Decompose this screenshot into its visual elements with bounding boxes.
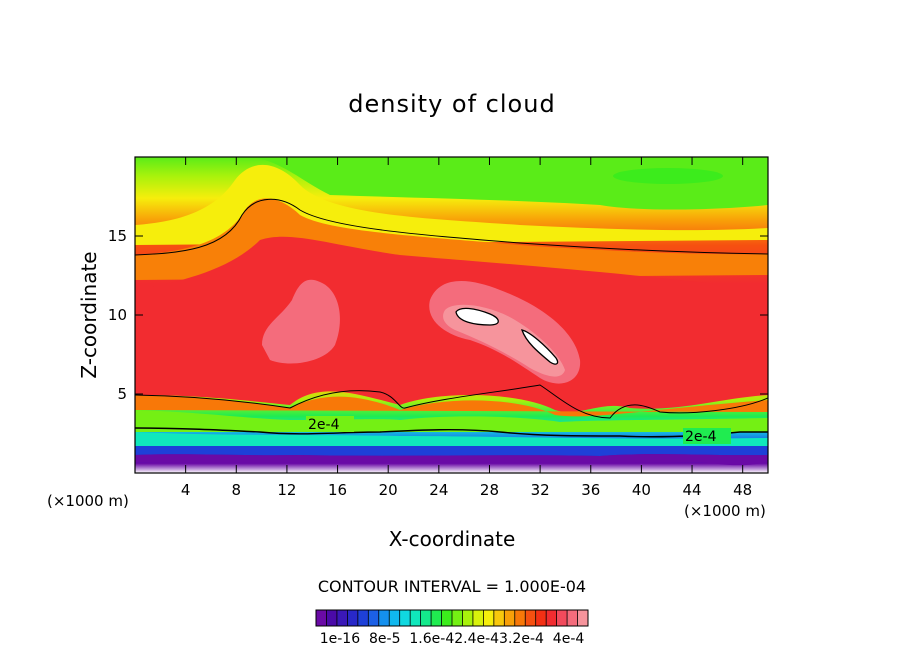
x-tick-label: 44 bbox=[682, 481, 701, 499]
contour-label-background-left bbox=[306, 416, 354, 432]
cyan-band bbox=[135, 432, 768, 446]
x-unit-right: (×1000 m) bbox=[684, 502, 766, 520]
lower-orange-band bbox=[135, 395, 768, 417]
x-tick-label: 16 bbox=[328, 481, 347, 499]
lower-green-band bbox=[135, 410, 768, 432]
colorbar-swatch bbox=[462, 610, 474, 626]
x-tick-label: 48 bbox=[733, 481, 752, 499]
y-axis-label: Z-coordinate bbox=[77, 251, 101, 378]
contour-line-upper bbox=[135, 198, 768, 256]
colorbar-swatch bbox=[546, 610, 558, 626]
colorbar-swatch bbox=[525, 610, 537, 626]
colorbar-swatch bbox=[347, 610, 359, 626]
colorbar-swatch bbox=[326, 610, 338, 626]
contour-label-background-right bbox=[683, 428, 731, 444]
colorbar-swatch bbox=[399, 610, 411, 626]
x-tick-label: 32 bbox=[531, 481, 550, 499]
contour-labels: 2e-4 2e-4 bbox=[306, 416, 731, 445]
colorbar-frame bbox=[315, 609, 589, 627]
colorbar-swatch bbox=[567, 610, 578, 626]
colorbar-swatch bbox=[420, 610, 432, 626]
colorbar-swatch bbox=[389, 610, 401, 626]
colorbar-swatch bbox=[535, 610, 547, 626]
colorbar-labels: 1e-16 8e-5 1.6e-42.4e-43.2e-4 4e-4 bbox=[320, 631, 585, 647]
colorbar-swatch bbox=[493, 610, 505, 626]
colorbar-swatch bbox=[472, 610, 484, 626]
x-tick-label: 36 bbox=[581, 481, 600, 499]
colorbar-swatch bbox=[336, 610, 348, 626]
colorbar-swatch bbox=[504, 610, 516, 626]
blue-band bbox=[135, 446, 768, 456]
top-green-patch bbox=[613, 168, 723, 184]
colorbar-swatch bbox=[368, 610, 380, 626]
chart-title: density of cloud bbox=[348, 90, 555, 118]
colorbar-swatch bbox=[452, 610, 463, 626]
colorbar-swatch bbox=[378, 610, 390, 626]
x-tick-label: 4 bbox=[181, 481, 191, 499]
x-tick-label: 12 bbox=[277, 481, 296, 499]
colorbar-swatch bbox=[556, 610, 568, 626]
contour-line-middle bbox=[135, 384, 768, 419]
max-patch-2 bbox=[521, 329, 559, 365]
y-tick-label: 15 bbox=[108, 227, 127, 245]
y-axis-ticks: 5 10 15 bbox=[108, 227, 768, 403]
contour-interval-text: CONTOUR INTERVAL = 1.000E-04 bbox=[318, 577, 586, 596]
colorbar bbox=[315, 609, 589, 627]
max-patch-1 bbox=[455, 307, 499, 326]
pink-maximum-left bbox=[262, 279, 340, 364]
colorbar-swatch bbox=[316, 610, 327, 626]
contour-label-left: 2e-4 bbox=[308, 417, 340, 433]
colorbar-swatch bbox=[514, 610, 526, 626]
colorbar-swatch bbox=[431, 610, 442, 626]
x-unit-left: (×1000 m) bbox=[47, 492, 129, 510]
x-tick-label: 8 bbox=[232, 481, 242, 499]
top-green-region bbox=[135, 157, 768, 210]
x-tick-label: 20 bbox=[379, 481, 398, 499]
colorbar-swatch bbox=[357, 610, 369, 626]
x-axis-ticks: 4 8 12 16 20 24 28 32 36 40 44 48 bbox=[181, 157, 752, 499]
colorbar-swatch bbox=[577, 610, 589, 626]
purple-band bbox=[135, 454, 768, 466]
x-tick-label: 40 bbox=[632, 481, 651, 499]
colorbar-swatch bbox=[410, 610, 422, 626]
contour-label-right: 2e-4 bbox=[685, 429, 717, 445]
colorbar-swatch bbox=[483, 610, 495, 626]
y-tick-label: 5 bbox=[117, 385, 127, 403]
y-tick-label: 10 bbox=[108, 306, 127, 324]
colorbar-swatch bbox=[441, 610, 453, 626]
heatmap-field bbox=[135, 157, 768, 473]
contour-line-2e-4 bbox=[135, 427, 768, 438]
x-tick-label: 24 bbox=[429, 481, 448, 499]
x-axis-label: X-coordinate bbox=[389, 527, 516, 551]
x-tick-label: 28 bbox=[480, 481, 499, 499]
